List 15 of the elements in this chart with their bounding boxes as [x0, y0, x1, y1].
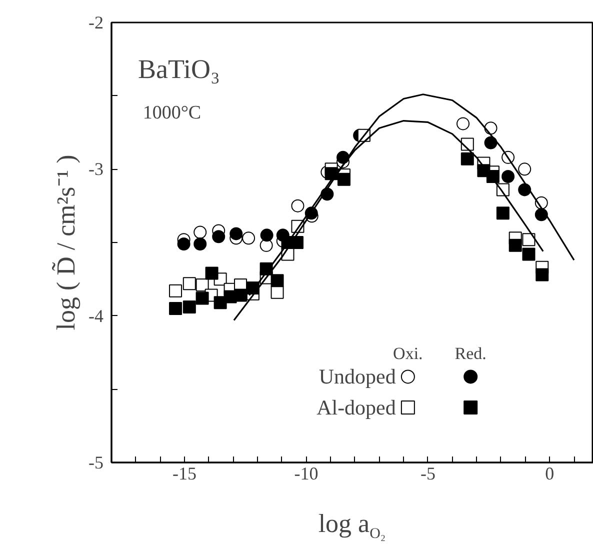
x-tick-label: -10 [294, 464, 318, 484]
text: 1000°C [142, 102, 202, 124]
legend-label: Al-doped [316, 396, 396, 420]
x-axis-title: log a$_{O₂}$ [317, 508, 387, 544]
y-tick-label: -2 [88, 12, 104, 32]
text: BaTiO₃ [138, 54, 220, 84]
annotation: Red. [454, 344, 486, 364]
x-tick-label: 0 [545, 464, 554, 484]
annotation: Oxi. [393, 344, 423, 364]
y-tick-label: -3 [88, 159, 104, 180]
y-axis-title: log ( D̃ / cm²s⁻¹ ) [51, 154, 81, 330]
x-tick-label: -5 [420, 464, 436, 484]
legend-label: Undoped [318, 364, 396, 389]
x-tick-label: -15 [172, 464, 197, 484]
y-tick-label: -4 [88, 306, 104, 326]
